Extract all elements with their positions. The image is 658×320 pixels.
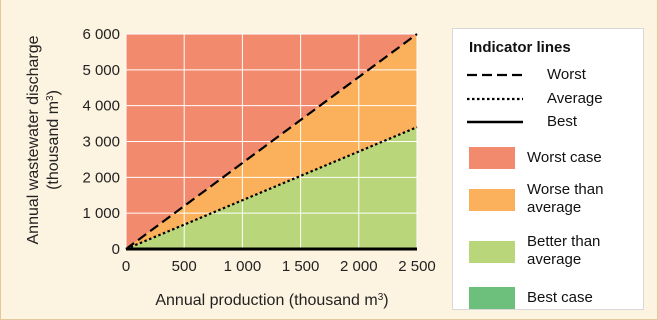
indicator-line-worst: [125, 33, 418, 250]
y-tick-label-6: 6 000: [82, 26, 120, 43]
legend-worse-case-swatch: [469, 189, 515, 211]
x-tick-label-2: 1 000: [224, 258, 262, 275]
legend-best-case-swatch: [469, 287, 515, 309]
y-tick-label-1: 1 000: [82, 205, 120, 222]
legend-better-label: Better than average: [527, 233, 601, 268]
y-tick-label-4: 4 000: [82, 98, 120, 115]
y-tick-label-5: 5 000: [82, 62, 120, 79]
x-tick-label-4: 2 000: [340, 258, 378, 275]
legend-average-line-sample: [467, 97, 523, 101]
legend: Indicator lines Worst Average Best Worst…: [452, 28, 644, 310]
legend-worse-label: Worse than average: [527, 181, 604, 216]
x-axis-title: Annual production (thousand m3): [155, 292, 388, 310]
svg-text:Annual wastewater discharge: Annual wastewater discharge: [25, 35, 42, 244]
svg-text:(thousand m3): (thousand m3): [45, 90, 63, 190]
legend-best-line-sample: [467, 120, 523, 124]
y-tick-label-3: 3 000: [82, 134, 120, 151]
y-tick-label-0: 0: [112, 241, 120, 258]
x-tick-label-0: 0: [122, 258, 130, 275]
legend-best-case-label: Best case: [527, 289, 593, 306]
x-tick-label-1: 500: [172, 258, 197, 275]
legend-title: Indicator lines: [469, 39, 571, 56]
legend-worst-line-label: Worst: [547, 66, 586, 83]
x-tick-label-3: 1 500: [282, 258, 320, 275]
y-axis-title: Annual wastewater discharge (thousand m3…: [25, 35, 62, 244]
y-tick-label-2: 2 000: [82, 169, 120, 186]
legend-average-line-label: Average: [547, 90, 603, 107]
chart-plot: 0 500 1 000 1 500 2 000 2 500 0 1 000 2 000 3 000…: [25, 26, 436, 310]
legend-better-case-swatch: [469, 241, 515, 263]
legend-best-line-label: Best: [547, 113, 578, 130]
legend-worst-line-sample: [467, 73, 523, 77]
x-tick-label-5: 2 500: [398, 258, 436, 275]
legend-worst-case-label: Worst case: [527, 149, 602, 166]
legend-worst-case-swatch: [469, 147, 515, 169]
